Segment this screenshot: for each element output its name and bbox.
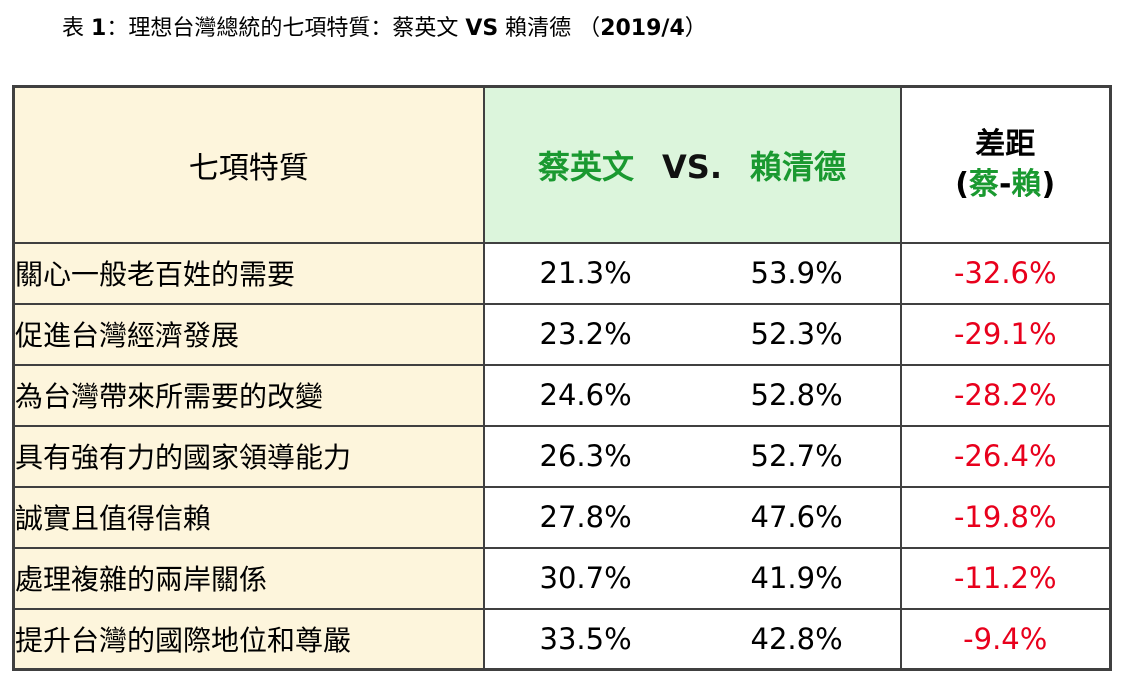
tsai-value: 26.3% <box>539 439 632 473</box>
table-row: 誠實且值得信賴 27.8% 47.6% -19.8% <box>12 485 1112 549</box>
values-cell: 24.6% 52.8% <box>482 363 902 427</box>
values-cell: 30.7% 41.9% <box>482 546 902 610</box>
table-row: 為台灣帶來所需要的改變 24.6% 52.8% -28.2% <box>12 363 1112 427</box>
values-cell: 21.3% 53.9% <box>482 241 902 305</box>
table-row: 具有強有力的國家領導能力 26.3% 52.7% -26.4% <box>12 424 1112 488</box>
caption-vs: VS <box>465 16 499 41</box>
values-cell: 27.8% 47.6% <box>482 485 902 549</box>
gap-paren-close: ) <box>1041 166 1056 202</box>
gap-paren-open: ( <box>955 166 970 202</box>
values-cell: 26.3% 52.7% <box>482 424 902 488</box>
gap-tsai: 蔡 <box>969 166 1000 202</box>
header-gap-formula: (蔡-賴) <box>902 165 1110 205</box>
header-vs: VS. <box>662 147 722 186</box>
gap-value: -28.2% <box>899 363 1112 427</box>
trait-cell: 促進台灣經濟發展 <box>12 302 485 366</box>
trait-cell: 關心一般老百姓的需要 <box>12 241 485 305</box>
table-row: 促進台灣經濟發展 23.2% 52.3% -29.1% <box>12 302 1112 366</box>
caption-close: ） <box>684 16 707 41</box>
header-trait: 七項特質 <box>12 85 485 244</box>
caption-number: 1 <box>91 16 107 41</box>
caption-name2: 賴清德 （ <box>498 16 601 41</box>
header-lai: 賴清德 <box>749 147 846 186</box>
header-candidates: 蔡英文 VS. 賴清德 <box>482 85 902 244</box>
trait-cell: 具有強有力的國家領導能力 <box>12 424 485 488</box>
lai-value: 41.9% <box>750 561 843 595</box>
lai-value: 47.6% <box>750 500 843 534</box>
values-cell: 33.5% 42.8% <box>482 607 902 671</box>
caption-prefix: 表 <box>62 16 91 41</box>
lai-value: 42.8% <box>750 621 843 656</box>
header-row: 七項特質 蔡英文 VS. 賴清德 差距 (蔡-賴) <box>12 85 1112 244</box>
table-caption: 表 1：理想台灣總統的七項特質：蔡英文 VS 賴清德 （2019/4） <box>62 14 707 44</box>
tsai-value: 27.8% <box>539 500 632 534</box>
gap-value: -29.1% <box>899 302 1112 366</box>
header-gap: 差距 (蔡-賴) <box>899 85 1112 244</box>
tsai-value: 23.2% <box>539 317 632 351</box>
trait-cell: 為台灣帶來所需要的改變 <box>12 363 485 427</box>
table-row: 處理複雜的兩岸關係 30.7% 41.9% -11.2% <box>12 546 1112 610</box>
trait-cell: 處理複雜的兩岸關係 <box>12 546 485 610</box>
tsai-value: 24.6% <box>539 378 632 412</box>
tsai-value: 30.7% <box>539 561 632 595</box>
gap-value: -32.6% <box>899 241 1112 305</box>
header-tsai: 蔡英文 <box>538 147 635 186</box>
caption-text: ：理想台灣總統的七項特質：蔡英文 <box>106 16 466 41</box>
trait-cell: 提升台灣的國際地位和尊嚴 <box>12 607 485 671</box>
tsai-value: 21.3% <box>539 256 632 290</box>
trait-cell: 誠實且值得信賴 <box>12 485 485 549</box>
lai-value: 52.7% <box>750 439 843 473</box>
table-row: 提升台灣的國際地位和尊嚴 33.5% 42.8% -9.4% <box>12 607 1112 671</box>
gap-value: -11.2% <box>899 546 1112 610</box>
comparison-table: 七項特質 蔡英文 VS. 賴清德 差距 (蔡-賴) 關心一般老百姓的需要 21.3% 53… <box>12 85 1112 671</box>
lai-value: 52.8% <box>750 378 843 412</box>
table-row: 關心一般老百姓的需要 21.3% 53.9% -32.6% <box>12 241 1112 305</box>
values-cell: 23.2% 52.3% <box>482 302 902 366</box>
header-gap-title: 差距 <box>975 126 1036 162</box>
gap-value: -26.4% <box>899 424 1112 488</box>
gap-value: -9.4% <box>899 607 1112 671</box>
gap-value: -19.8% <box>899 485 1112 549</box>
gap-dash: - <box>999 166 1012 202</box>
lai-value: 53.9% <box>750 256 843 290</box>
tsai-value: 33.5% <box>539 621 632 656</box>
lai-value: 52.3% <box>750 317 843 351</box>
gap-lai: 賴 <box>1011 166 1042 202</box>
caption-date: 2019/4 <box>600 16 685 41</box>
